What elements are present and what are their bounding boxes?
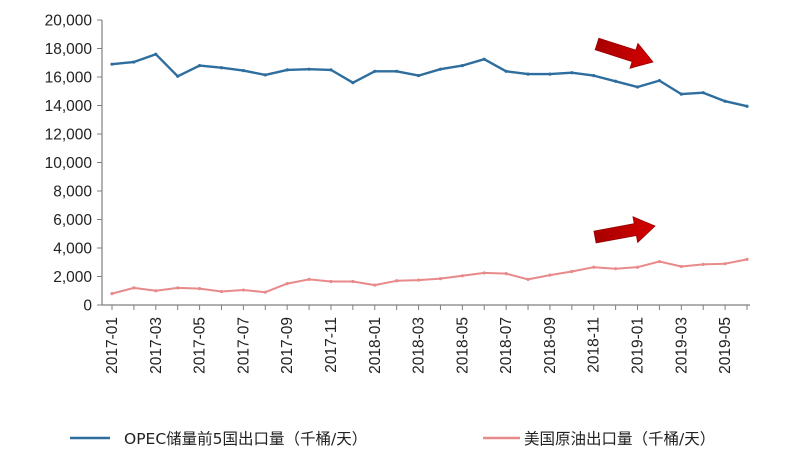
- data-point: [504, 272, 508, 276]
- x-tick-label: 2018-07: [498, 317, 515, 374]
- x-tick-label: 2017-09: [279, 317, 296, 374]
- y-tick-label: 8,000: [53, 184, 92, 201]
- y-tick-label: 20,000: [45, 13, 93, 30]
- data-point: [548, 273, 552, 277]
- red-arrow-icon: [593, 216, 656, 244]
- data-point: [460, 274, 464, 278]
- series-line-us: [111, 258, 748, 295]
- data-point: [679, 264, 683, 269]
- data-point: [219, 66, 224, 70]
- data-point: [614, 79, 618, 83]
- x-tick-label: 2018-03: [411, 317, 428, 374]
- data-point: [745, 104, 749, 108]
- x-tick-label: 2017-01: [104, 317, 121, 374]
- data-point: [263, 290, 267, 294]
- data-point: [197, 64, 202, 68]
- data-point: [285, 282, 289, 286]
- data-point: [438, 67, 443, 71]
- x-tick-label: 2018-09: [542, 317, 559, 374]
- data-point: [482, 57, 486, 61]
- data-point: [745, 257, 749, 261]
- data-point: [307, 277, 311, 281]
- data-point: [329, 279, 333, 284]
- data-point: [614, 267, 618, 271]
- data-point: [176, 286, 180, 290]
- data-point: [176, 74, 180, 78]
- x-tick-label: 2018-11: [586, 317, 603, 373]
- data-point: [460, 64, 464, 68]
- data-point: [351, 81, 355, 85]
- data-point: [219, 289, 224, 294]
- x-tick-label: 2018-05: [454, 317, 471, 374]
- data-point: [701, 262, 705, 266]
- x-tick-label: 2019-03: [673, 317, 690, 374]
- legend-label: OPEC储量前5国出口量（千桶/天）: [124, 430, 367, 448]
- data-point: [154, 289, 158, 293]
- x-tick-label: 2017-05: [192, 317, 209, 374]
- data-point: [526, 277, 530, 281]
- data-point: [723, 99, 727, 103]
- y-tick-label: 14,000: [45, 98, 93, 115]
- data-point: [154, 52, 158, 56]
- data-point: [570, 269, 574, 274]
- data-point: [482, 271, 486, 275]
- x-axis-ticks: 2017-01 2017-03 2017-05 2017-07 2017-09 2017-…: [104, 305, 748, 374]
- data-point: [241, 68, 245, 73]
- data-point: [110, 292, 114, 296]
- data-point: [110, 62, 114, 66]
- y-tick-label: 18,000: [45, 41, 93, 58]
- x-tick-label: 2019-01: [630, 317, 647, 374]
- y-tick-label: 0: [83, 298, 92, 315]
- data-point: [132, 286, 136, 290]
- legend: OPEC储量前5国出口量（千桶/天） 美国原油出口量（千桶/天）: [70, 430, 715, 448]
- data-point: [373, 283, 377, 287]
- data-point: [263, 73, 267, 77]
- data-point: [635, 265, 640, 269]
- legend-label: 美国原油出口量（千桶/天）: [524, 430, 715, 448]
- data-point: [701, 91, 705, 95]
- data-point: [285, 68, 289, 72]
- y-tick-label: 6,000: [53, 212, 92, 229]
- data-point: [416, 278, 421, 282]
- data-point: [657, 78, 662, 83]
- data-point: [504, 69, 508, 73]
- data-point: [635, 85, 640, 89]
- data-point: [679, 92, 683, 96]
- data-point: [548, 72, 552, 76]
- data-point: [570, 71, 574, 75]
- data-point: [438, 277, 443, 281]
- data-point: [197, 287, 202, 291]
- data-point: [395, 279, 399, 283]
- data-point: [395, 69, 399, 73]
- x-tick-label: 2018-01: [367, 317, 384, 374]
- data-point: [526, 72, 530, 76]
- series-line-opec: [110, 53, 749, 108]
- red-arrow-icon: [594, 37, 654, 69]
- data-point: [132, 60, 136, 64]
- data-point: [241, 288, 245, 292]
- x-tick-label: 2017-11: [323, 317, 340, 373]
- annotations: [593, 37, 656, 244]
- y-tick-label: 16,000: [45, 70, 93, 87]
- data-point: [416, 73, 421, 78]
- series-lines: [110, 52, 749, 296]
- x-tick-label: 2017-07: [235, 317, 252, 374]
- x-tick-label: 2017-03: [148, 317, 165, 374]
- y-tick-label: 12,000: [45, 127, 93, 144]
- y-tick-label: 4,000: [53, 241, 92, 258]
- data-point: [351, 279, 355, 284]
- data-point: [592, 265, 596, 269]
- y-tick-label: 2,000: [53, 269, 92, 286]
- y-axis-ticks: 0 2,000 4,000 6,000 8,000 10,000 12,000 14,000 1…: [45, 13, 102, 315]
- x-tick-label: 2019-05: [717, 317, 734, 374]
- data-point: [592, 73, 596, 78]
- data-point: [657, 259, 662, 264]
- data-point: [307, 67, 311, 71]
- y-tick-label: 10,000: [45, 155, 93, 172]
- data-point: [329, 68, 333, 72]
- data-point: [723, 262, 727, 266]
- data-point: [373, 69, 377, 73]
